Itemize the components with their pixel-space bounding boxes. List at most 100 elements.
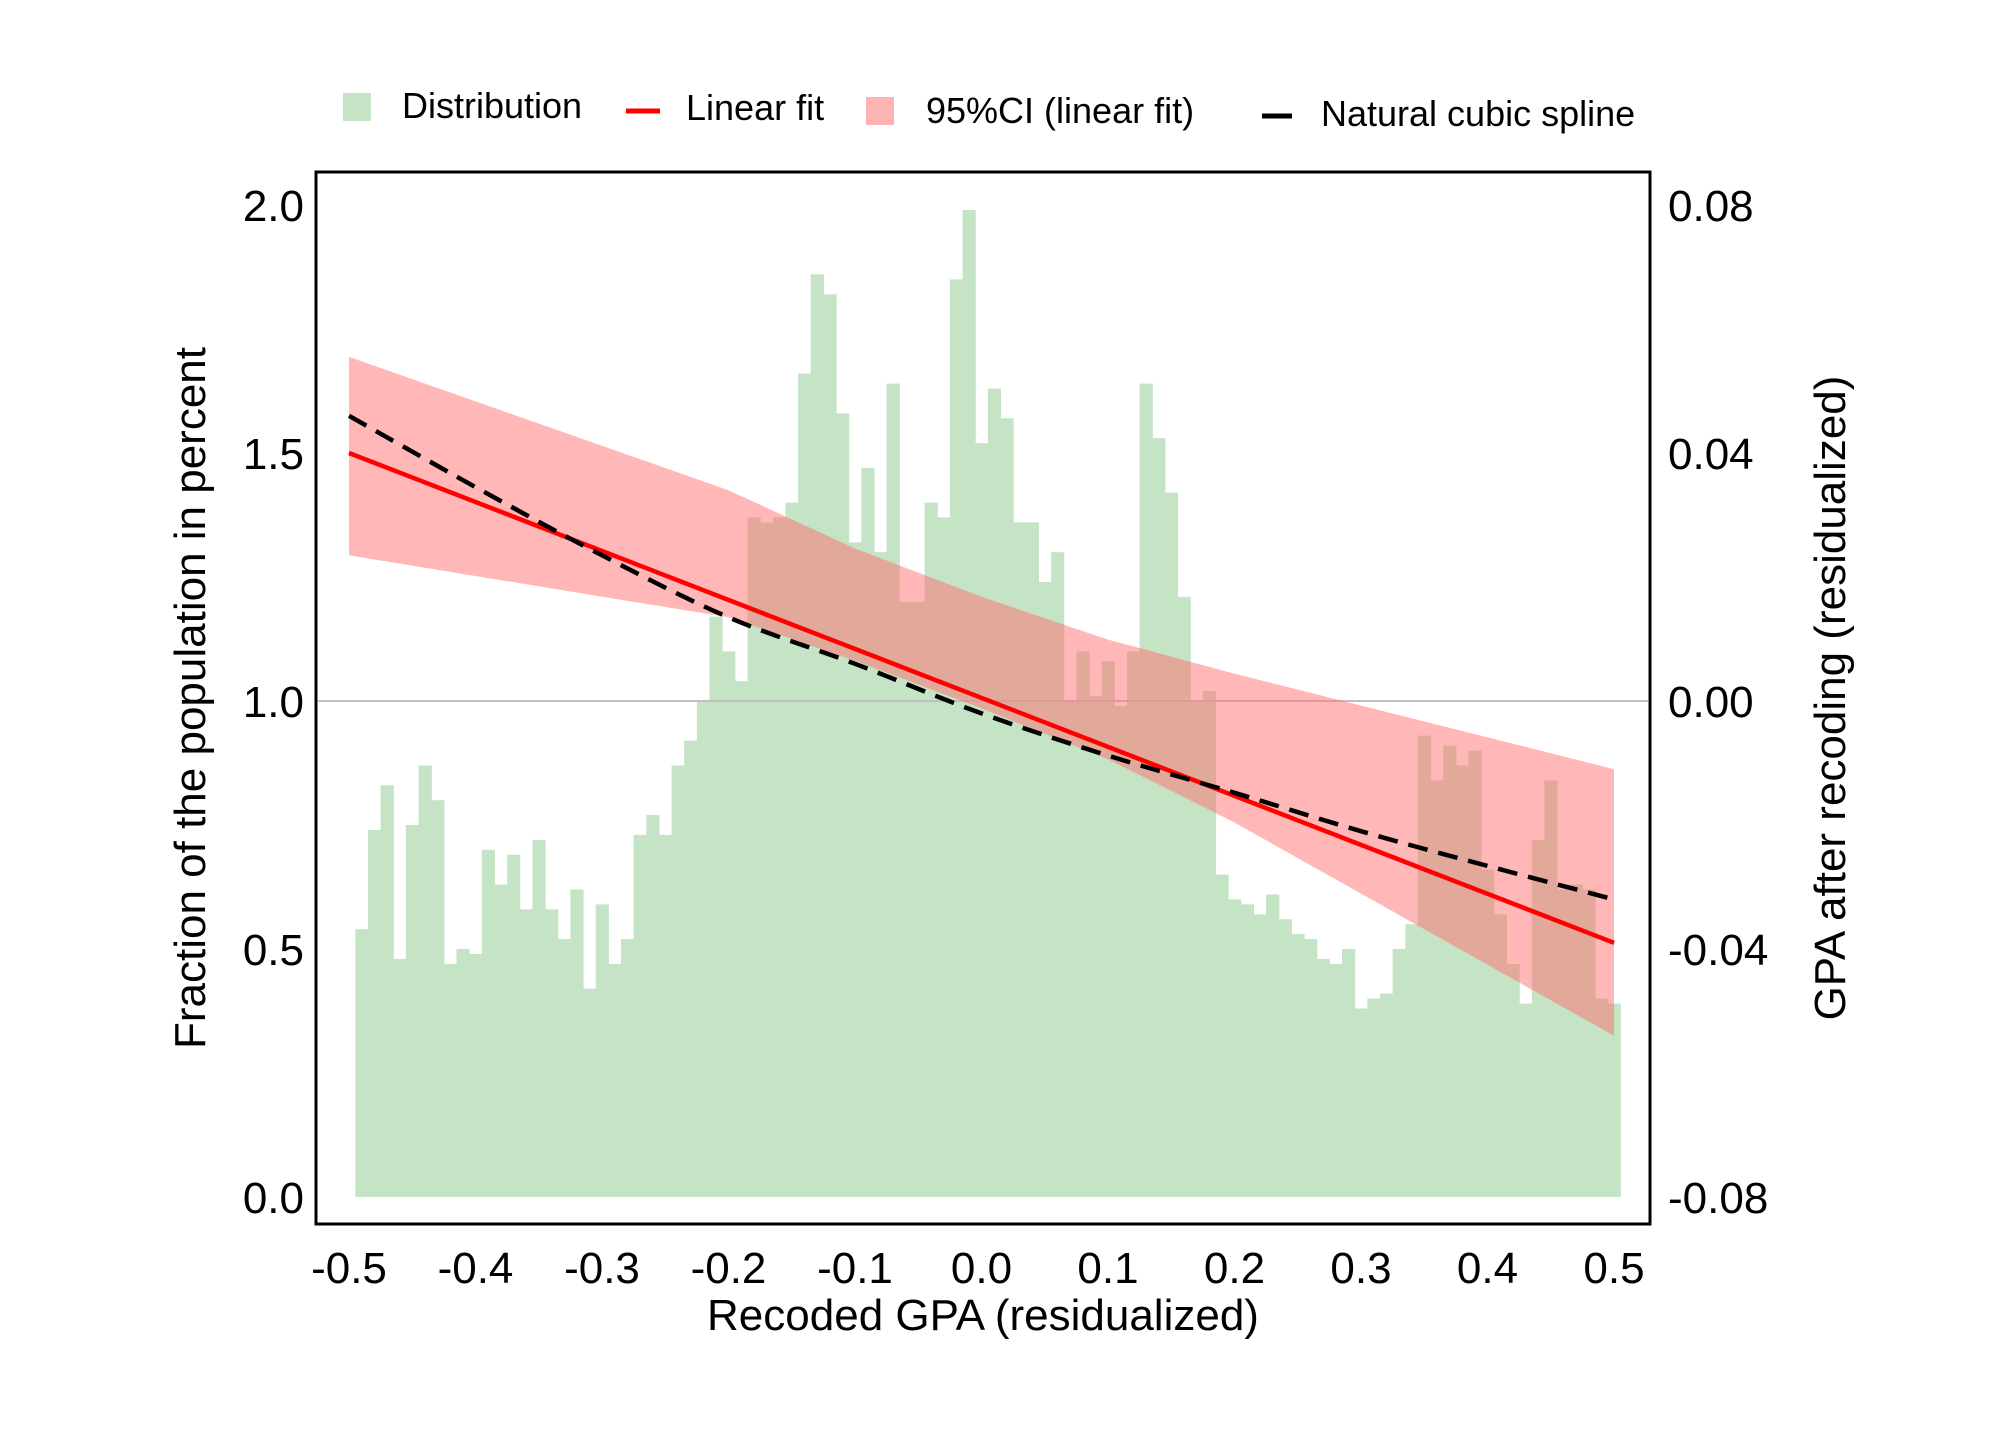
legend-label-linear-fit: Linear fit [686,87,824,128]
histogram-bar [1240,904,1254,1197]
x-axis-ticks: -0.5 -0.4 -0.3 -0.2 -0.1 0.0 0.1 0.2 0.3 0.4 0.5 [311,1244,1645,1293]
legend-label-ci: 95%CI (linear fit) [926,90,1194,131]
histogram-bar [1354,1008,1368,1197]
x-tick-label: -0.5 [311,1244,387,1293]
histogram-bar [557,939,571,1197]
histogram-bar [380,785,394,1197]
histogram-bar [1139,383,1153,1198]
histogram-bar [1291,934,1305,1197]
histogram-bar [1253,914,1267,1197]
histogram-bar [405,825,420,1197]
histogram-bar [1228,899,1242,1197]
legend-swatch-ci [866,97,894,125]
x-tick-label: -0.4 [438,1244,514,1293]
x-tick-label: 0.5 [1583,1244,1644,1293]
histogram-bar [418,765,432,1197]
y-right-tick-label: 0.04 [1668,430,1754,479]
histogram-bar [874,552,888,1197]
histogram-bar [1278,919,1292,1197]
histogram-bar [1493,914,1507,1197]
histogram-bar [431,800,445,1197]
histogram-bar [785,502,799,1198]
histogram-bar [899,601,913,1197]
histogram-bar [1000,418,1014,1197]
histogram-bar [671,765,685,1197]
histogram-bar [911,601,926,1197]
x-tick-label: -0.1 [817,1244,893,1293]
x-tick-label: 0.4 [1457,1244,1518,1293]
histogram-bar [570,889,584,1197]
histogram-bar [545,909,559,1197]
histogram-bar [443,963,458,1197]
histogram-bar [1519,1003,1533,1197]
histogram-bar [456,949,470,1197]
x-tick-label: 0.2 [1204,1244,1265,1293]
histogram-bar [1114,706,1128,1197]
histogram-bar [532,839,546,1197]
histogram-bar [1089,696,1103,1197]
x-tick-label: -0.3 [564,1244,640,1293]
histogram-bar [760,522,774,1197]
histogram-bar [469,954,483,1197]
plot-frame [314,170,1652,1226]
histogram-bar [1266,894,1280,1197]
histogram-bar [1127,651,1141,1197]
histogram-bar [747,517,761,1197]
y-right-tick-label: 0.08 [1668,182,1754,231]
histogram-bar [709,616,723,1197]
histogram-bar [987,388,1001,1197]
linear-fit-line [348,450,1615,945]
y-right-tick-label: -0.08 [1668,1174,1768,1223]
histogram-bar [836,413,850,1197]
histogram-bar [949,279,964,1197]
histogram-bar [1595,998,1609,1197]
legend-swatch-distribution [343,93,371,121]
y-left-tick-label: 0.5 [243,926,304,975]
histogram-bar [1506,963,1520,1197]
histogram-bar [772,517,786,1197]
histogram-bar [1607,1003,1621,1197]
histogram-bar [722,651,736,1197]
histogram-bar [658,834,673,1197]
histogram-bar [734,681,748,1197]
histogram-bar [583,988,597,1197]
histogram-bar [1316,958,1330,1197]
histogram-bar [633,834,647,1197]
y-left-tick-label: 1.0 [243,678,304,727]
x-tick-label: -0.2 [691,1244,767,1293]
histogram-bar [1101,661,1115,1197]
histogram-bar [519,909,533,1197]
histogram-bar [1076,651,1090,1197]
histogram-bar [481,849,495,1197]
histogram-bar [355,929,369,1197]
histogram-bar [696,701,711,1197]
histogram-bar [1202,691,1217,1197]
histogram-bar [494,884,508,1197]
y-axis-right-label: GPA after recoding (residualized) [1806,376,1855,1021]
histogram-bar [684,740,698,1197]
histogram-bar [1380,993,1394,1197]
histogram-bar [1190,701,1204,1197]
y-axis-left-label: Fraction of the population in percent [166,347,215,1049]
y-left-tick-label: 1.5 [243,430,304,479]
histogram-bar [810,274,824,1197]
histogram-bar [1342,949,1356,1197]
y-axis-left-ticks: 0.0 0.5 1.0 1.5 2.0 [243,182,304,1223]
histogram-bar [1063,701,1077,1197]
histogram-bar [368,830,382,1197]
histogram-bar [1405,924,1419,1197]
histogram-bar [507,854,521,1197]
histogram-bar [646,815,660,1197]
histogram-bar [823,294,837,1197]
histogram-bar [1152,438,1166,1198]
legend-label-distribution: Distribution [402,85,582,126]
histogram-bar [1215,874,1229,1197]
histogram-bar [608,963,622,1197]
x-axis-label: Recoded GPA (residualized) [707,1291,1259,1340]
legend: Distribution Linear fit 95%CI (linear fi… [343,85,1635,134]
y-right-tick-label: -0.04 [1668,926,1768,975]
histogram-bar [595,904,609,1197]
histogram-bar [848,542,862,1197]
histogram-bar [1164,492,1179,1197]
